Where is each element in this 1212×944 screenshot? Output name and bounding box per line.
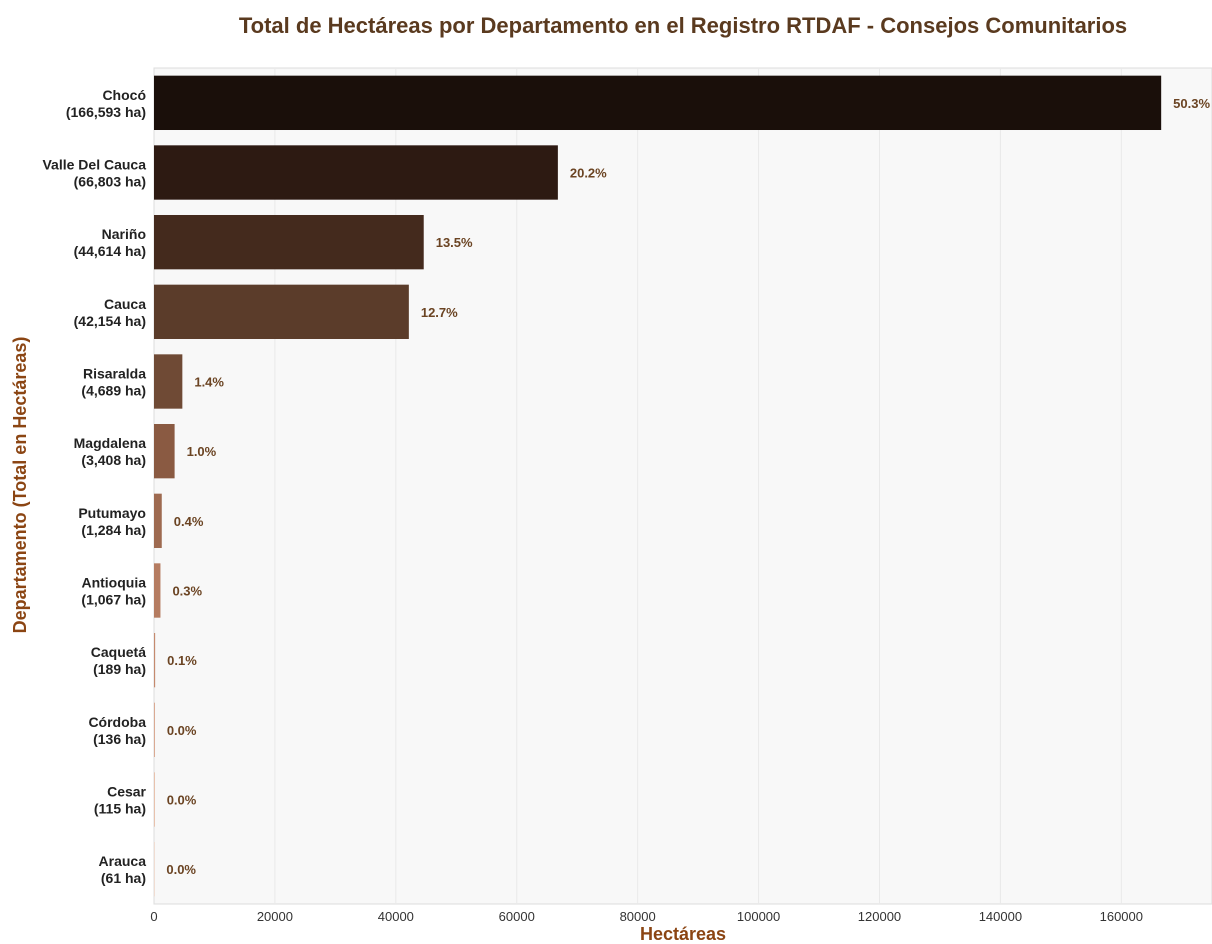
chart-title: Total de Hectáreas por Departamento en e… bbox=[239, 13, 1127, 38]
percent-label: 13.5% bbox=[436, 235, 473, 250]
bar bbox=[154, 423, 175, 479]
percent-label: 12.7% bbox=[421, 305, 458, 320]
category-total-label: (3,408 ha) bbox=[81, 452, 146, 468]
plot-area bbox=[153, 67, 1212, 905]
percent-label: 0.4% bbox=[174, 514, 204, 529]
category-label: Córdoba bbox=[88, 714, 146, 730]
percent-label: 0.0% bbox=[167, 793, 197, 808]
category-label: Arauca bbox=[99, 853, 147, 869]
bar bbox=[154, 284, 409, 340]
percent-label: 0.1% bbox=[167, 653, 197, 668]
x-tick-label: 40000 bbox=[378, 909, 414, 924]
y-axis-title: Departamento (Total en Hectáreas) bbox=[10, 337, 30, 634]
category-label: Valle Del Cauca bbox=[42, 157, 146, 173]
category-total-label: (42,154 ha) bbox=[74, 313, 146, 329]
percent-label: 1.0% bbox=[187, 444, 217, 459]
category-total-label: (66,803 ha) bbox=[74, 174, 146, 190]
category-label: Magdalena bbox=[74, 435, 147, 451]
x-tick-label: 140000 bbox=[979, 909, 1022, 924]
bar bbox=[154, 214, 424, 270]
x-tick-label: 0 bbox=[150, 909, 157, 924]
category-label: Nariño bbox=[102, 226, 146, 242]
category-label: Cauca bbox=[104, 296, 146, 312]
grid-lines bbox=[274, 68, 1122, 904]
bar bbox=[154, 632, 156, 688]
category-total-label: (61 ha) bbox=[101, 870, 146, 886]
x-tick-label: 60000 bbox=[499, 909, 535, 924]
x-tick-label: 120000 bbox=[858, 909, 901, 924]
category-label: Cesar bbox=[107, 784, 146, 800]
x-axis-title: Hectáreas bbox=[640, 924, 726, 944]
category-label: Chocó bbox=[102, 87, 146, 103]
category-label: Putumayo bbox=[78, 505, 146, 521]
x-tick-label: 20000 bbox=[257, 909, 293, 924]
percent-label: 0.3% bbox=[172, 584, 202, 599]
labels-group: Chocó(166,593 ha) 50.3% Valle Del Cauca(66… bbox=[42, 87, 1210, 886]
bar bbox=[154, 75, 1162, 131]
category-label: Risaralda bbox=[83, 366, 146, 382]
bar bbox=[154, 772, 155, 827]
category-total-label: (1,284 ha) bbox=[81, 522, 146, 538]
bar bbox=[154, 493, 162, 549]
percent-label: 0.0% bbox=[167, 723, 197, 738]
x-tick-label: 80000 bbox=[620, 909, 656, 924]
category-total-label: (166,593 ha) bbox=[66, 104, 146, 120]
category-total-label: (44,614 ha) bbox=[74, 243, 146, 259]
x-tick-labels: 0 20000 40000 60000 80000 100000 120000 140000 1… bbox=[150, 909, 1143, 924]
x-tick-label: 160000 bbox=[1100, 909, 1143, 924]
percent-label: 0.0% bbox=[166, 862, 196, 877]
bars-group bbox=[154, 75, 1162, 897]
category-total-label: (115 ha) bbox=[94, 801, 146, 817]
bar bbox=[154, 145, 558, 200]
percent-label: 20.2% bbox=[570, 166, 607, 181]
category-label: Caquetá bbox=[91, 644, 146, 660]
category-total-label: (4,689 ha) bbox=[81, 383, 146, 399]
category-label: Antioquia bbox=[81, 575, 146, 591]
x-tick-label: 100000 bbox=[737, 909, 780, 924]
percent-label: 1.4% bbox=[194, 375, 224, 390]
bar bbox=[154, 354, 183, 409]
category-total-label: (189 ha) bbox=[93, 661, 146, 677]
bar bbox=[154, 702, 155, 758]
bar bbox=[154, 563, 161, 618]
percent-label: 50.3% bbox=[1173, 96, 1210, 111]
category-total-label: (1,067 ha) bbox=[81, 592, 146, 608]
category-total-label: (136 ha) bbox=[93, 731, 146, 747]
